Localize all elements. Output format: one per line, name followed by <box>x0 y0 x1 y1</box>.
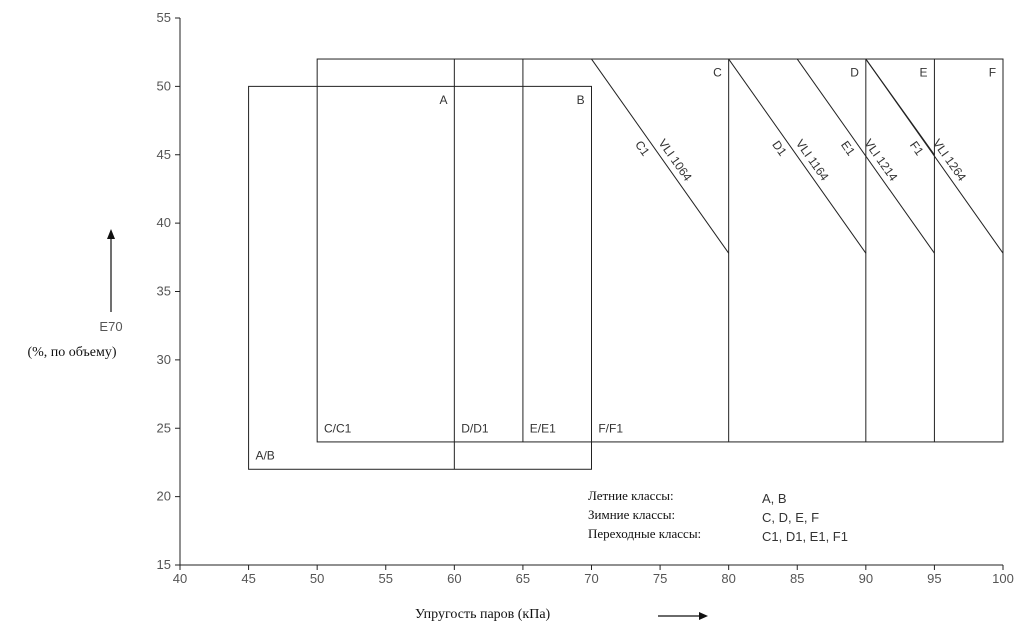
x-tick-label: 80 <box>721 571 735 586</box>
x-axis-title: Упругость паров (кПа) <box>415 607 551 622</box>
vli-line <box>796 58 935 254</box>
region-label: F/F1 <box>598 421 623 435</box>
x-tick-label: 70 <box>584 571 598 586</box>
class-boxes <box>248 58 1004 470</box>
y-tick-label: 15 <box>157 557 171 572</box>
region-label: D <box>850 66 859 80</box>
x-tick-label: 45 <box>241 571 255 586</box>
x-tick-label: 100 <box>992 571 1014 586</box>
region-label: E/E1 <box>530 421 556 435</box>
y-tick-label: 40 <box>157 215 171 230</box>
y-tick-label: 55 <box>157 10 171 25</box>
x-tick-label: 55 <box>379 571 393 586</box>
x-tick-label: 50 <box>310 571 324 586</box>
vli-label: VLI 1164 <box>793 137 832 184</box>
y-tick-label: 45 <box>157 147 171 162</box>
x-tick-label: 90 <box>859 571 873 586</box>
region-label: F <box>989 66 996 80</box>
legend-value: C1, D1, E1, F1 <box>762 529 848 544</box>
region-label: B <box>577 93 585 107</box>
region-labels: A B C D E F A/B C/C1 D/D1 E/E1 F/F1 <box>255 66 996 463</box>
y-axis-title-top: E70 <box>99 319 122 334</box>
y-tick-label: 25 <box>157 420 171 435</box>
y-tick-label: 50 <box>157 78 171 93</box>
legend-key: Зимние классы: <box>588 507 675 522</box>
axes: 40 45 50 55 60 65 70 75 80 85 90 95 100 15 20 25 30 35 40 4… <box>157 10 1014 586</box>
vli-line <box>865 58 1004 254</box>
legend-key: Переходные классы: <box>588 526 701 541</box>
y-tick-label: 30 <box>157 352 171 367</box>
region-label: A/B <box>255 449 274 463</box>
x-tick-label: 75 <box>653 571 667 586</box>
x-axis-arrow-icon <box>699 612 708 620</box>
region-label: A <box>439 93 447 107</box>
x-tick-label: 65 <box>516 571 530 586</box>
region-label: C <box>713 66 722 80</box>
y-axis-arrow-icon <box>107 229 115 239</box>
x-tick-label: 40 <box>173 571 187 586</box>
legend-key: Летние классы: <box>588 488 674 503</box>
legend-value: A, B <box>762 491 787 506</box>
region-label: D/D1 <box>461 421 489 435</box>
class-rect <box>316 58 1004 443</box>
class-rect <box>248 85 592 470</box>
x-tick-label: 95 <box>927 571 941 586</box>
vli-line <box>728 58 867 254</box>
x-tick-label: 60 <box>447 571 461 586</box>
y-tick-label: 35 <box>157 284 171 299</box>
y-axis-title-bottom: (%, по объему) <box>27 345 116 360</box>
legend-value: C, D, E, F <box>762 510 819 525</box>
region-label: C/C1 <box>324 421 352 435</box>
x-tick-label: 85 <box>790 571 804 586</box>
region-label: E <box>920 66 928 80</box>
legend: Летние классы: A, B Зимние классы: C, D, E,… <box>588 488 848 544</box>
y-tick-label: 20 <box>157 489 171 504</box>
vli-line <box>591 58 730 254</box>
